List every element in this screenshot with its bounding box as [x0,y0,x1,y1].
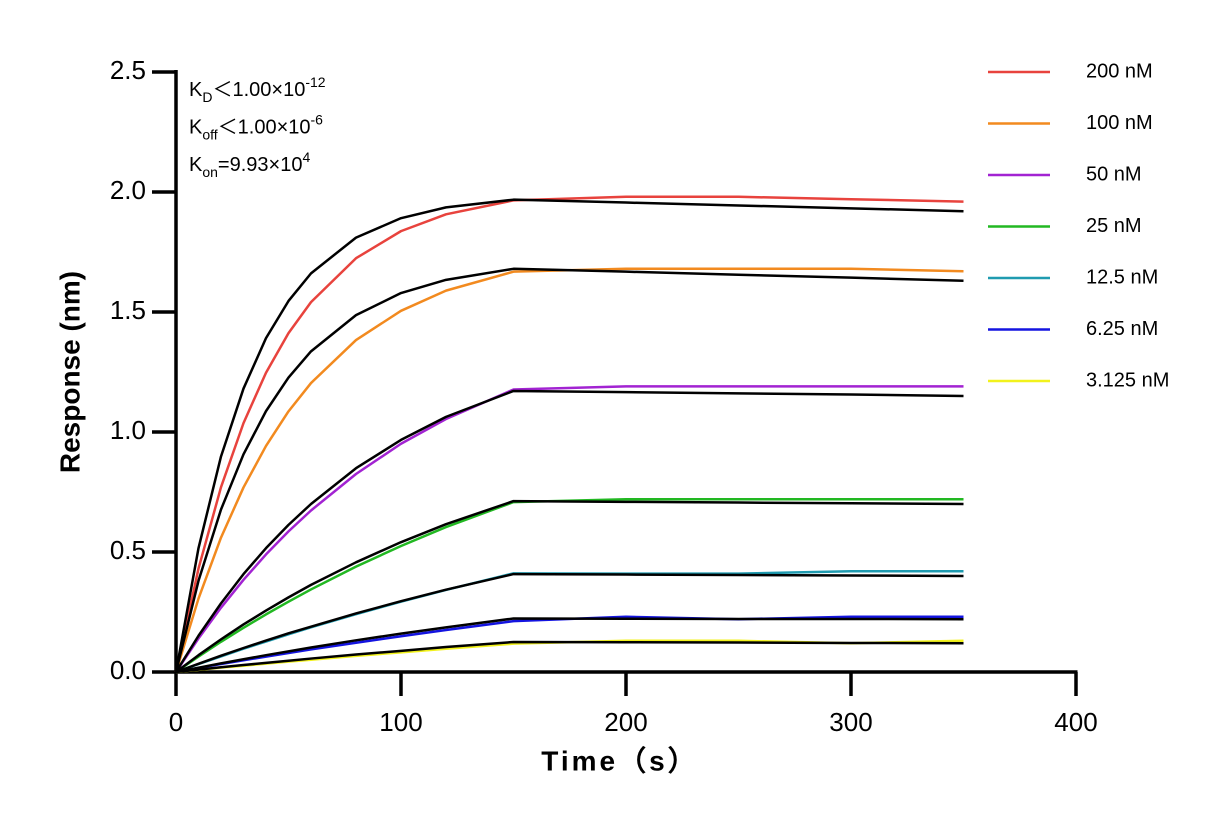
x-tick-label: 300 [829,707,872,737]
data-line [175,640,964,674]
legend-label: 3.125 nM [1086,369,1169,391]
data-line [175,615,964,674]
annotation-symbol: K [189,154,203,176]
data-line [174,267,964,673]
y-tick-label: 0.5 [110,535,146,565]
data-line [175,497,964,674]
y-tick-label: 0.0 [110,655,146,685]
annotation-subscript: on [202,164,218,180]
data-line [174,267,964,673]
legend-label: 100 nM [1086,112,1153,134]
annotation-subscript: off [202,127,217,143]
legend-label: 6.25 nM [1086,318,1158,340]
annotation-superscript: -12 [305,74,325,90]
x-tick-label: 200 [604,707,647,737]
annotation-symbol: K [189,117,203,139]
x-tick-label: 100 [379,707,422,737]
data-line [175,617,964,674]
y-axis-title: Response (nm) [54,271,85,473]
data-line [174,389,964,673]
legend-label: 25 nM [1086,215,1142,237]
annotation: Kon=9.93×104 [189,149,310,180]
data-line [175,569,964,674]
annotation: KD＜1.00×10-12 [189,74,326,105]
annotation-text: ＜1.00×10 [212,79,305,101]
x-tick-label: 0 [169,707,183,737]
annotation-subscript: D [202,89,212,105]
data-line [175,572,964,674]
legend-label: 12.5 nM [1086,266,1158,288]
y-tick-label: 1.5 [110,295,146,325]
legend-label: 200 nM [1086,60,1153,82]
x-tick-label: 400 [1054,707,1097,737]
y-tick-label: 2.0 [110,175,146,205]
data-line [175,639,964,674]
annotation-text: ＜1.00×10 [218,117,311,139]
annotation-superscript: -6 [311,112,324,128]
x-axis-title: Time（s） [541,744,698,776]
data-line [174,198,964,673]
data-line [174,195,964,673]
y-tick-label: 1.0 [110,415,146,445]
annotation-symbol: K [189,79,203,101]
annotation: Koff＜1.00×10-6 [189,112,323,143]
legend-label: 50 nM [1086,163,1142,185]
data-line [174,385,964,673]
annotation-text: =9.93×10 [218,154,303,176]
annotation-superscript: 4 [302,149,310,165]
data-line [175,499,964,674]
y-tick-label: 2.5 [110,55,146,85]
